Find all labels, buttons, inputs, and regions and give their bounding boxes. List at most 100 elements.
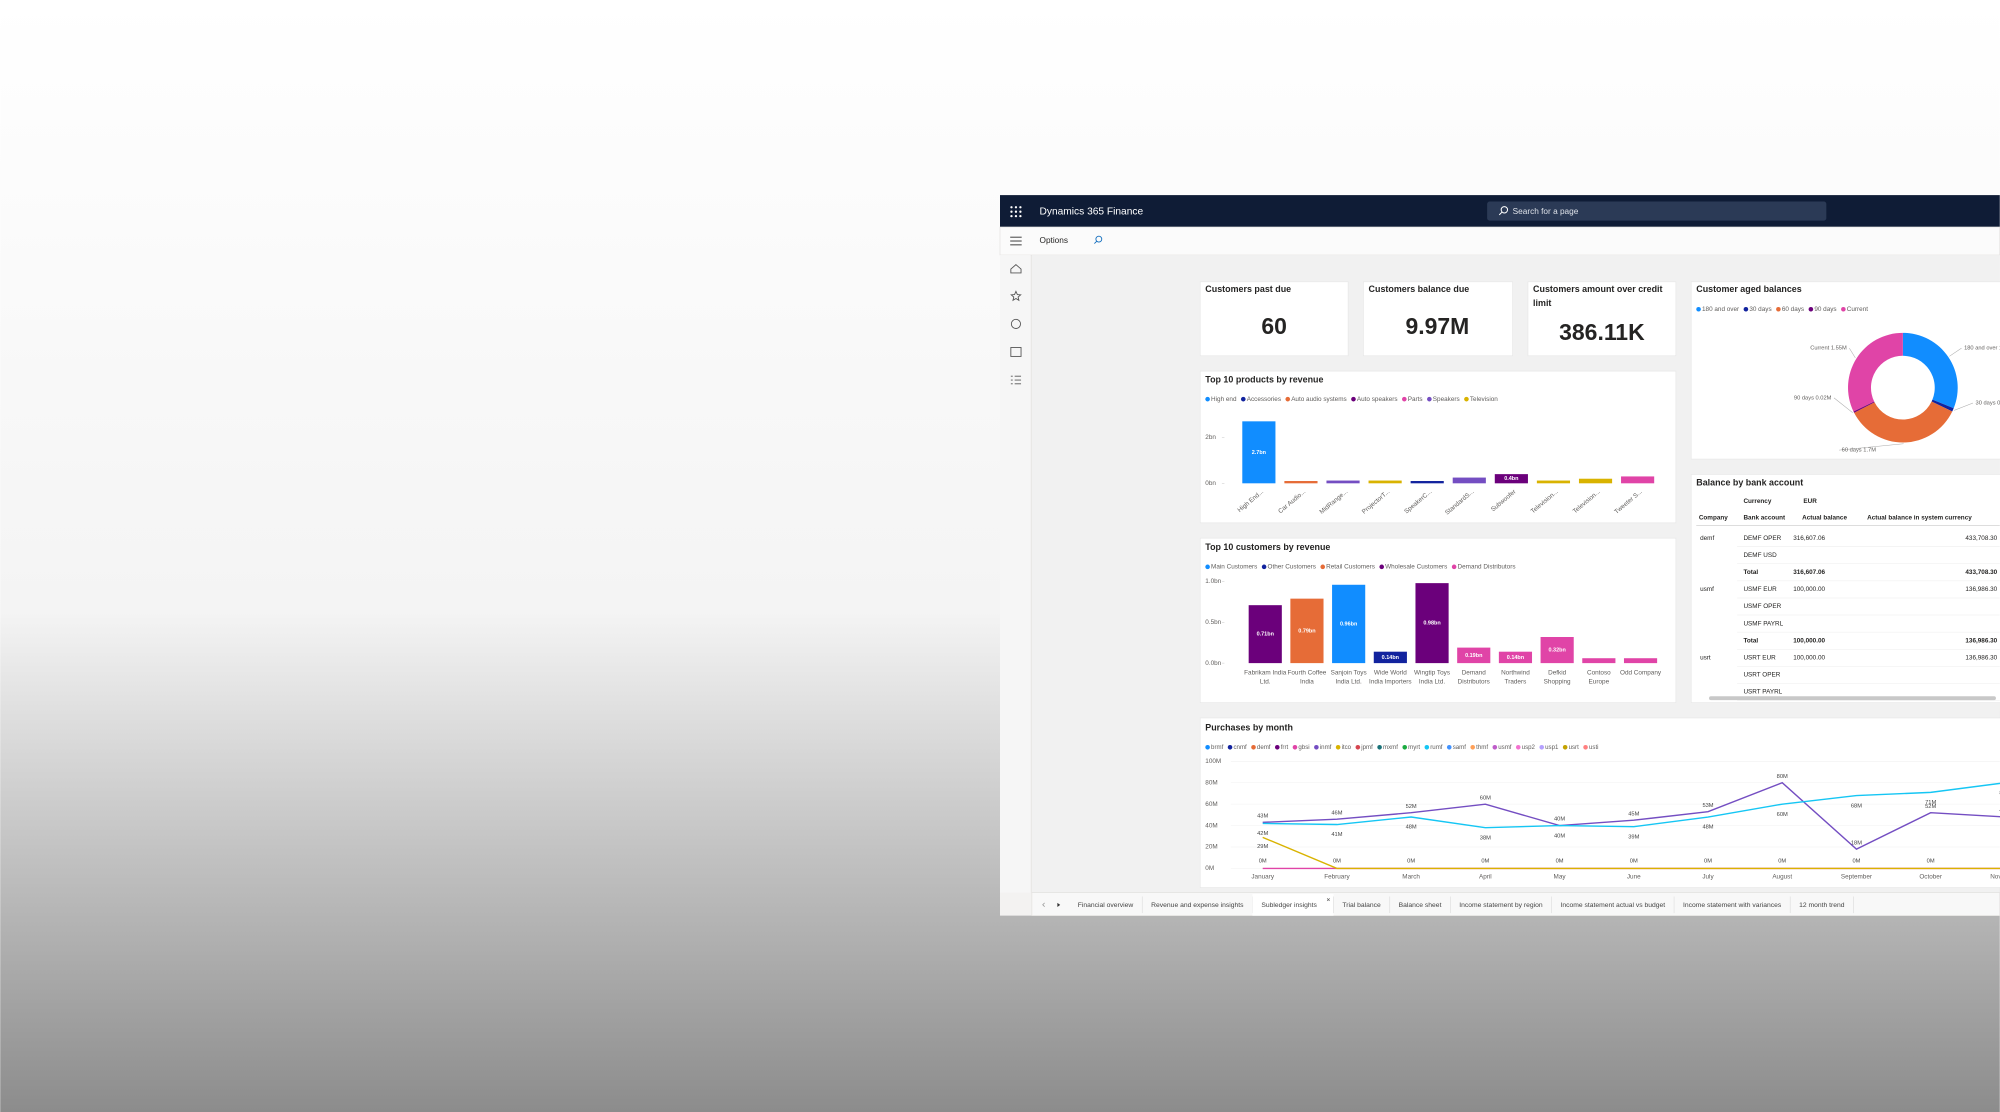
tab-label[interactable]: Revenue and expense insights	[1151, 902, 1244, 909]
tab-label[interactable]: 12 month trend	[1799, 902, 1845, 909]
x-tick-label: June	[1627, 873, 1641, 880]
recent-icon[interactable]	[1010, 318, 1021, 329]
cell: DEMF USD	[1743, 552, 1777, 559]
search-box[interactable]	[1487, 201, 1827, 221]
tab-label[interactable]: Trial balance	[1342, 902, 1381, 909]
kpi-value: 9.97M	[1406, 313, 1470, 339]
kpi-title-box: Customers past due	[1205, 286, 1291, 295]
donut-slice	[1902, 332, 1958, 409]
cell: demf	[1700, 535, 1714, 542]
cell: USMF EUR	[1743, 586, 1777, 593]
x-tick-label-box: Wingtip Toys India Ltd.	[1414, 669, 1450, 685]
cell: USMF OPER	[1743, 603, 1781, 610]
x-tick-label: Wide World India Importers	[1369, 669, 1412, 686]
x-tick-label: September	[1841, 873, 1873, 880]
y-tick-label: 60M	[1205, 801, 1217, 808]
kpi-card	[1527, 281, 1677, 357]
x-tick-label-box: Wide World India Importers	[1369, 669, 1412, 686]
options-button[interactable]: Options	[1040, 236, 1069, 245]
chart-title: Purchases by month	[1205, 723, 1293, 733]
kpi-value: 60	[1261, 313, 1287, 339]
legend-label: Other Customers	[1268, 564, 1316, 571]
home-icon[interactable]	[1010, 264, 1022, 274]
app-launcher[interactable]	[1010, 206, 1022, 218]
y-tick-label: 100M	[1205, 758, 1221, 765]
kpi-title: Customers amount over credit limit	[1533, 285, 1663, 308]
favorites-icon[interactable]	[1010, 290, 1022, 302]
legend-label: samf	[1453, 744, 1467, 751]
leader-line	[1954, 402, 1974, 411]
tab-scroll-right[interactable]	[1057, 902, 1061, 907]
legend-swatch	[1424, 744, 1430, 750]
data-label: 68M	[1851, 803, 1862, 809]
find-icon[interactable]	[1095, 235, 1103, 243]
data-label: 0.4bn	[1504, 476, 1518, 482]
tab-label[interactable]: Income statement by region	[1459, 902, 1543, 909]
chart-title: Top 10 customers by revenue	[1205, 542, 1330, 552]
data-label: 40M	[1554, 817, 1565, 823]
tab-active[interactable]	[1252, 893, 1334, 916]
legend-label: Auto audio systems	[1291, 396, 1347, 403]
app-title: Dynamics 365 Finance	[1040, 206, 1144, 217]
legend-swatch	[1446, 744, 1452, 750]
legend-swatch	[1464, 396, 1469, 402]
cell: USRT OPER	[1743, 672, 1780, 679]
workspaces-icon[interactable]	[1010, 347, 1022, 357]
tab-close[interactable]	[1326, 898, 1330, 902]
x-tick-label: January	[1251, 873, 1274, 880]
x-tick-label-box: Odd Company	[1620, 669, 1661, 677]
x-tick-label: Contoso Europe	[1586, 669, 1611, 686]
kpi-title: Customers balance due	[1368, 285, 1470, 295]
x-tick-label: October	[1919, 873, 1943, 880]
x-tick-label: Demand Distributors	[1457, 669, 1490, 686]
menu-icon[interactable]	[1010, 236, 1022, 246]
cell: Total	[1743, 637, 1758, 644]
legend-swatch	[1402, 396, 1407, 402]
legend-label: demf	[1257, 744, 1271, 751]
legend-label: brmf	[1211, 744, 1224, 751]
legend-label: gbsi	[1298, 744, 1309, 751]
data-label: 0.96bn	[1340, 621, 1357, 627]
legend-label: jpmf	[1360, 744, 1373, 751]
legend-label: Accessories	[1247, 396, 1281, 403]
bar	[1368, 480, 1402, 484]
bar	[1621, 476, 1655, 484]
find-icon	[1094, 240, 1097, 244]
kpi-value: 386.11K	[1559, 319, 1645, 345]
tab-label[interactable]: Subledger insights	[1261, 902, 1317, 909]
legend-label: Wholesale Customers	[1385, 564, 1447, 571]
legend-swatch	[1240, 396, 1246, 402]
tab-label[interactable]: Financial overview	[1078, 902, 1134, 909]
kpi-title-box: Customers balance due	[1368, 285, 1470, 295]
modules-icon[interactable]	[1010, 375, 1022, 385]
legend-swatch	[1292, 744, 1298, 750]
data-label: 53M	[1702, 803, 1713, 809]
data-label: 40M	[1554, 833, 1565, 839]
data-label: 46M	[1331, 810, 1342, 816]
bar	[1332, 584, 1366, 664]
tab-scroll-left[interactable]	[1042, 902, 1045, 907]
legend-label: inmf	[1320, 744, 1332, 751]
data-label: 39M	[1628, 834, 1639, 840]
search-placeholder: Search for a page	[1513, 207, 1579, 216]
legend-label: cnmf	[1233, 744, 1247, 751]
tab-label[interactable]: Balance sheet	[1399, 902, 1442, 909]
search-icon	[1498, 211, 1503, 216]
tab-label[interactable]: Income statement with variances	[1683, 902, 1782, 909]
scrollbar	[1709, 696, 1996, 701]
legend-swatch	[1402, 744, 1408, 750]
legend-label: itco	[1342, 744, 1352, 751]
legend-swatch	[1379, 564, 1385, 570]
cell: usrt	[1700, 654, 1711, 661]
x-tick-label: Fabrikam India Ltd.	[1244, 669, 1287, 686]
line-series	[1262, 781, 2000, 850]
bar	[1578, 478, 1613, 484]
legend-label: Current	[1847, 306, 1868, 313]
kpi-card	[1363, 281, 1513, 357]
y-tick-label: 2bn	[1205, 434, 1216, 441]
table-header: EUR	[1803, 498, 1817, 505]
legend-label: 180 and over	[1702, 306, 1740, 313]
legend-swatch	[1776, 306, 1781, 312]
legend-label: usti	[1589, 744, 1599, 751]
tab-label[interactable]: Income statement actual vs budget	[1560, 902, 1665, 909]
